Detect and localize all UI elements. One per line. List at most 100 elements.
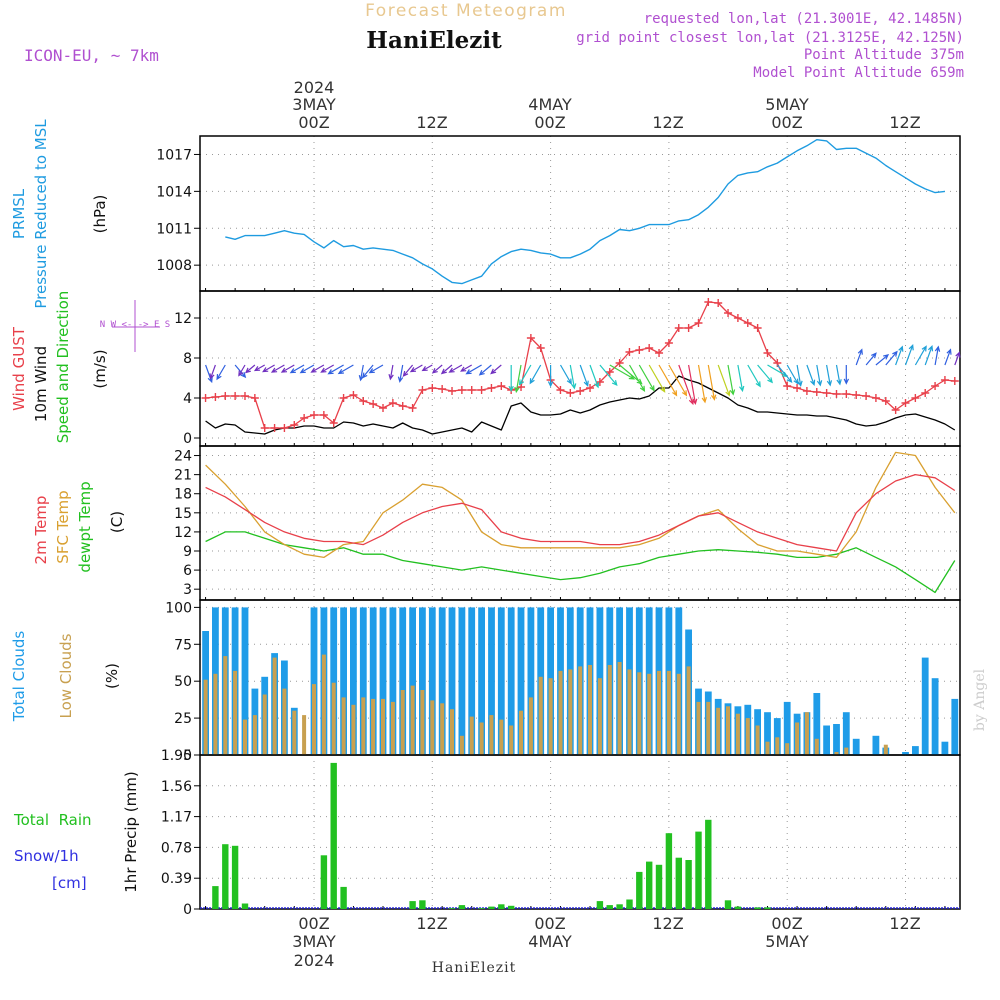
top-tick-label: 12Z	[652, 113, 683, 132]
rain-bar	[685, 860, 692, 909]
wind-direction-arrow	[776, 364, 793, 383]
precip-ytick-label: 1.95	[161, 748, 192, 764]
precip-ytick-label: 0.39	[161, 871, 192, 887]
wind-direction-arrow	[547, 365, 554, 388]
wind-direction-arrow	[361, 364, 374, 379]
low-cloud-bar	[666, 670, 671, 755]
gust-marker	[388, 399, 397, 407]
gust-marker	[448, 387, 457, 395]
wind10-label: 10m Wind	[32, 346, 50, 422]
wind-direction-arrow	[529, 364, 542, 385]
gust-label: Wind GUST	[10, 326, 28, 411]
pressure-panel-labels: PRMSL Pressure Reduced to MSL (hPa)	[10, 119, 109, 309]
gust-marker	[240, 392, 249, 400]
low-cloud-bar	[252, 715, 257, 755]
wind-direction-arrow	[668, 364, 688, 397]
gust-marker	[733, 314, 742, 322]
wind-direction-arrow	[658, 364, 678, 397]
low-cloud-bar	[607, 665, 612, 755]
gust-marker	[743, 319, 752, 327]
rain-bar	[705, 819, 712, 909]
clouds-ytick-label: 50	[174, 674, 192, 690]
gust-marker	[359, 397, 368, 405]
low-cloud-bar	[272, 657, 277, 755]
model-label: ICON-EU, ~ 7km	[24, 46, 159, 65]
low-cloud-bar	[883, 744, 888, 755]
wind-direction-arrow	[409, 364, 423, 373]
low-cloud-bar	[410, 685, 415, 755]
wind-direction-arrow	[786, 364, 799, 385]
wind-direction-arrow	[337, 364, 354, 375]
wind-direction-arrow	[490, 364, 502, 375]
low-cloud-bar	[597, 678, 602, 755]
rain-bar	[498, 904, 505, 909]
gust-marker	[832, 390, 841, 398]
low-cloud-bar	[440, 703, 445, 755]
top-date-label: 4MAY	[528, 95, 572, 114]
temp-panel: 3 6 9 12 15 18 21 24	[174, 445, 961, 601]
temp-ytick-label: 12	[174, 525, 192, 541]
gust-marker	[862, 392, 871, 400]
gust-marker	[329, 419, 338, 427]
low-cloud-bar	[735, 713, 740, 755]
total-cloud-bar	[902, 752, 909, 755]
low-cloud-bar	[578, 666, 583, 755]
rain-bar	[409, 901, 416, 909]
low-cloud-bar	[814, 738, 819, 755]
wind-direction-arrow	[270, 364, 285, 373]
gust-marker	[655, 349, 664, 357]
cloud-panel-labels: Total Clouds Low Clouds (%)	[10, 631, 121, 723]
low-clouds-label: Low Clouds	[57, 633, 75, 718]
low-cloud-bar	[726, 706, 730, 755]
wind-direction-arrow	[559, 364, 572, 385]
gust-marker	[428, 384, 437, 392]
gust-marker	[477, 386, 486, 394]
low-cloud-bar	[400, 690, 405, 755]
gust-marker	[921, 389, 930, 397]
location-title: HaniElezit	[366, 27, 502, 54]
rain-bar	[646, 861, 653, 909]
rain-bar	[478, 908, 485, 909]
gust-marker	[270, 424, 279, 432]
low-cloud-bar	[775, 737, 780, 755]
gust-marker	[418, 386, 427, 394]
total-cloud-bar	[330, 607, 338, 755]
total-cloud-bar	[310, 607, 318, 755]
wind-direction-arrow	[638, 364, 655, 392]
rain-bar	[665, 833, 673, 909]
wind-direction-arrow	[460, 364, 473, 372]
gust-marker	[901, 399, 910, 407]
gust-marker	[950, 377, 959, 385]
wind-ytick-label: 0	[183, 431, 192, 447]
gust-marker	[842, 390, 851, 398]
wind-direction-arrow	[843, 365, 850, 385]
low-cloud-bar	[528, 697, 533, 755]
total-cloud-bar	[507, 607, 515, 755]
wind-direction-arrow	[747, 364, 761, 388]
precip-panel: 0 0.39 0.78 1.17 1.56 1.95	[161, 748, 961, 918]
low-cloud-bar	[331, 682, 336, 755]
wind-direction-arrow	[865, 352, 877, 366]
plot-area: 1008 1011 1014 1017 0 4 8 12 3 6 9 12 15 18 21 24 0 25 50 7…	[156, 135, 961, 918]
gust-marker	[260, 424, 269, 432]
wind-direction-arrow	[727, 364, 736, 396]
low-cloud-bar	[647, 673, 652, 755]
wind-direction-arrow	[688, 364, 698, 405]
clouds-unit: (%)	[103, 663, 121, 689]
rain-bar	[655, 864, 663, 909]
low-cloud-bar	[233, 670, 238, 755]
precip-ytick-label: 0.78	[161, 840, 192, 856]
gust-marker	[793, 384, 802, 392]
total-cloud-bar	[350, 607, 357, 755]
total-cloud-bar	[497, 607, 505, 755]
gust-marker	[586, 384, 595, 392]
low-cloud-bar	[765, 741, 770, 755]
bottom-date-label: 4MAY	[528, 932, 572, 951]
total-cloud-bar	[931, 678, 939, 755]
gust-marker	[871, 394, 880, 402]
model-altitude: Model Point Altitude 659m	[753, 65, 964, 81]
total-cloud-bar	[517, 607, 525, 755]
total-cloud-bar	[527, 607, 535, 755]
clouds-ytick-label: 100	[165, 600, 192, 616]
